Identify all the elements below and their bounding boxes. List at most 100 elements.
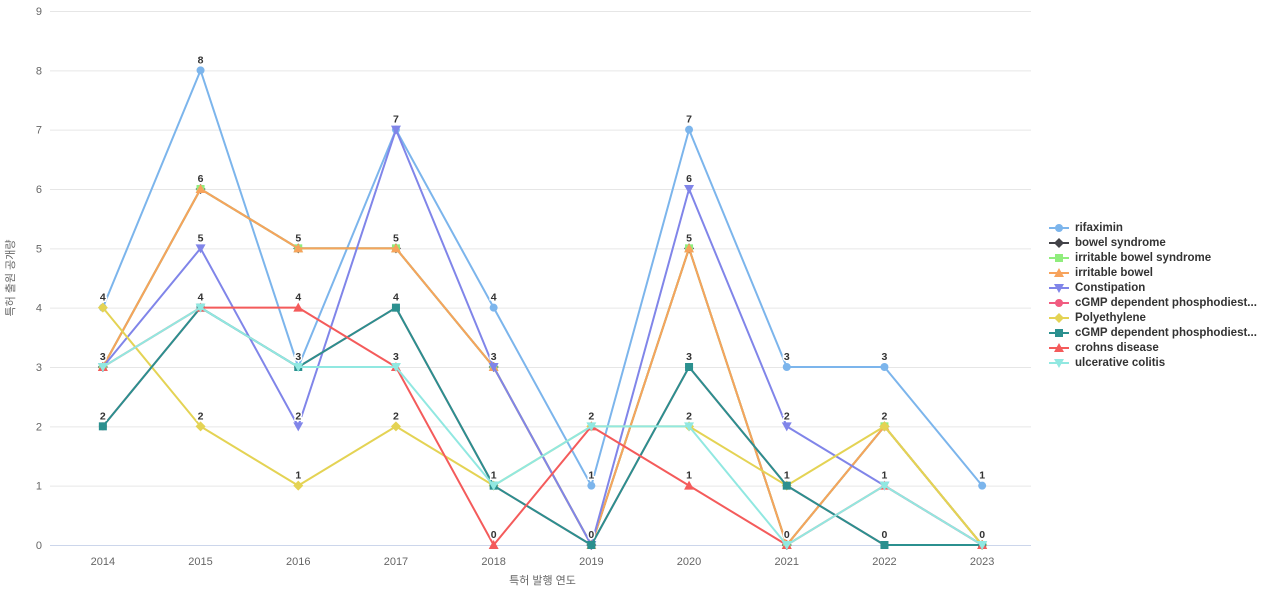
marker[interactable] [97,363,108,372]
marker[interactable] [488,540,499,549]
marker[interactable] [488,363,499,372]
marker[interactable] [685,125,694,134]
series-line [101,306,984,546]
data-label: 0 [882,529,888,541]
marker[interactable] [781,422,792,432]
marker[interactable] [684,422,695,432]
y-tick-label: 7 [36,125,42,137]
x-axis: 2014 2015 2016 2017 2018 2019 2020 2021 2022 2023 [91,556,995,568]
marker[interactable] [684,243,695,253]
data-label: 7 [393,114,399,126]
x-tick-label: 2016 [286,556,310,568]
marker[interactable] [978,481,987,490]
marker[interactable] [195,421,206,432]
marker[interactable] [684,185,695,194]
marker[interactable] [390,363,401,372]
series-line [101,69,984,487]
data-label: 5 [686,232,692,244]
legend-label: irritable bowel syndrome [1075,252,1212,264]
marker[interactable] [880,363,889,371]
series-line [101,128,984,546]
data-label: 8 [198,54,204,66]
marker[interactable] [879,421,890,432]
marker[interactable] [195,184,206,193]
legend-item-cgmp-dependent-phosphodiest-[interactable]: cGMP dependent phosphodiest... [1048,327,1257,339]
marker[interactable] [879,481,890,491]
legend-marker-icon [1049,254,1069,262]
marker[interactable] [293,480,304,491]
marker[interactable] [293,302,304,312]
x-tick-label: 2017 [384,556,408,568]
marker[interactable] [489,303,498,312]
marker[interactable] [390,125,401,135]
marker[interactable] [880,541,889,549]
marker[interactable] [782,481,791,490]
data-label: 2 [100,410,106,422]
series-line [101,306,984,546]
marker[interactable] [195,244,206,254]
data-label: 1 [882,470,888,482]
marker[interactable] [293,243,304,253]
legend-label: Constipation [1075,282,1146,294]
data-label: 0 [979,529,985,541]
marker[interactable] [782,363,791,371]
marker[interactable] [293,422,304,432]
data-label: 4 [198,292,204,304]
x-tick-label: 2014 [91,556,115,568]
series-polyethylene [97,302,988,550]
marker[interactable] [781,541,792,550]
y-tick-label: 8 [36,65,42,77]
data-label: 3 [784,351,790,363]
legend-item-cgmp-dependent-phosphodiest-[interactable]: cGMP dependent phosphodiest... [1048,297,1257,309]
marker[interactable] [685,363,694,371]
data-label: 6 [686,173,692,185]
legend-item-ulcerative-colitis[interactable]: ulcerative colitis [1048,357,1257,369]
data-label: 2 [198,410,204,422]
marker[interactable] [293,363,304,372]
legend-item-crohns-disease[interactable]: crohns disease [1048,342,1257,354]
data-label: 5 [393,232,399,244]
legend-item-constipation[interactable]: Constipation [1048,282,1257,294]
legend-marker-icon [1049,284,1069,293]
data-label: 5 [295,232,301,244]
marker[interactable] [587,481,596,490]
marker[interactable] [97,302,108,313]
legend-marker-icon [1049,359,1069,368]
marker[interactable] [98,422,107,431]
marker[interactable] [196,66,205,75]
series-crohns-disease [97,302,988,549]
data-label: 6 [198,173,204,185]
legend-item-irritable-bowel-syndrome[interactable]: irritable bowel syndrome [1048,252,1257,264]
marker[interactable] [587,541,596,549]
legend-marker-icon [1049,268,1069,277]
series-cgmp-dependent-phosphodiest- [98,303,987,549]
marker[interactable] [586,422,597,432]
marker[interactable] [977,541,988,550]
marker[interactable] [684,480,695,490]
x-tick-label: 2022 [872,556,896,568]
marker[interactable] [390,243,401,253]
legend-label: cGMP dependent phosphodiest... [1075,297,1257,309]
data-label: 4 [295,292,301,304]
data-label: 3 [100,351,106,363]
y-tick-label: 0 [36,540,42,552]
legend-item-bowel-syndrome[interactable]: bowel syndrome [1048,237,1257,249]
legend-item-rifaximin[interactable]: rifaximin [1048,222,1257,234]
marker[interactable] [391,303,400,312]
data-label: 5 [198,232,204,244]
legend-item-polyethylene[interactable]: Polyethylene [1048,312,1257,324]
marker[interactable] [390,421,401,432]
y-tick-label: 4 [36,303,42,315]
marker[interactable] [195,303,206,313]
legend-item-irritable-bowel[interactable]: irritable bowel [1048,267,1257,279]
y-tick-label: 3 [36,362,42,374]
legend-marker-icon [1049,238,1069,248]
data-label: 1 [295,470,301,482]
data-label: 1 [784,470,790,482]
marker[interactable] [488,481,499,491]
x-tick-label: 2023 [970,556,994,568]
series-line [101,306,984,546]
legend-marker-icon [1049,329,1069,337]
y-tick-label: 6 [36,184,42,196]
